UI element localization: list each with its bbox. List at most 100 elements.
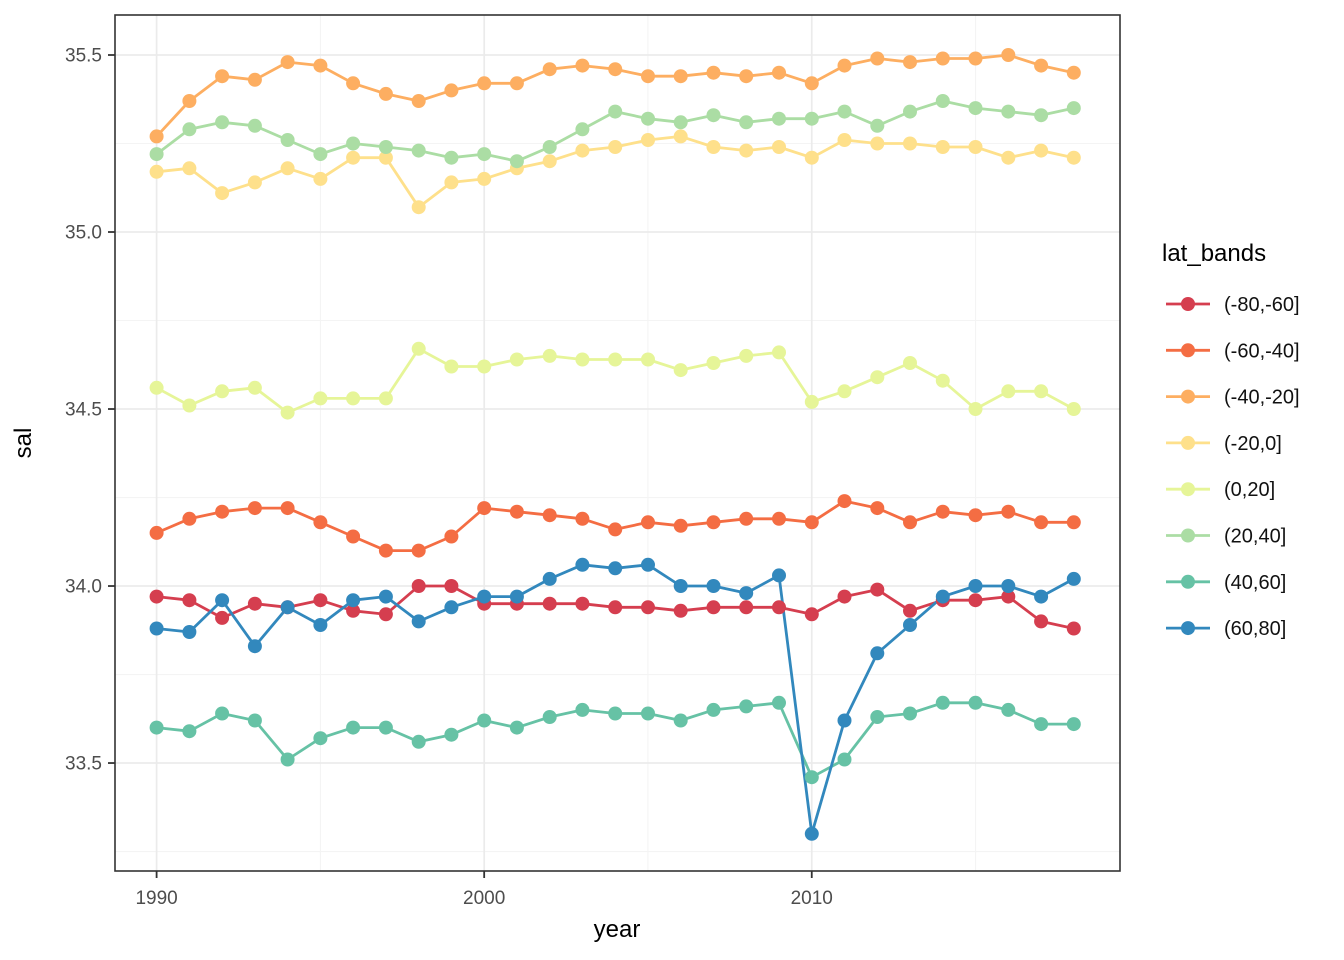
- data-point: [509, 504, 524, 519]
- data-point: [641, 557, 655, 572]
- x-axis-title: year: [594, 916, 641, 943]
- data-point: [542, 154, 557, 169]
- legend: lat_bands (-80,-60] (-60,-40] (-40,-20] (-20…: [1162, 240, 1300, 640]
- data-point: [772, 140, 786, 154]
- data-point: [313, 731, 328, 746]
- data-point: [706, 579, 721, 593]
- data-point: [149, 129, 164, 144]
- data-point: [444, 529, 459, 544]
- legend-key-point: [1181, 435, 1195, 450]
- data-point: [641, 111, 655, 126]
- data-point: [837, 384, 852, 399]
- data-point: [1034, 614, 1049, 629]
- data-point: [247, 639, 262, 654]
- data-point: [378, 720, 393, 735]
- data-point: [804, 607, 819, 622]
- data-point: [1066, 101, 1081, 116]
- data-point: [935, 695, 950, 710]
- data-point: [313, 391, 328, 406]
- data-point: [378, 607, 393, 622]
- x-tick-label: 2000: [463, 888, 505, 909]
- data-point: [837, 713, 852, 728]
- y-tick-label: 34.5: [65, 400, 102, 421]
- data-point: [804, 150, 819, 165]
- data-point: [641, 706, 655, 721]
- data-point: [739, 115, 754, 130]
- data-point: [542, 140, 557, 154]
- panel-border: [114, 14, 1121, 872]
- data-point: [444, 727, 459, 742]
- data-point: [182, 625, 197, 639]
- legend-item-label: (-20,0]: [1224, 433, 1282, 455]
- y-tick-label: 35.5: [65, 46, 102, 67]
- data-point: [706, 108, 721, 123]
- data-point: [739, 69, 754, 84]
- data-point: [149, 621, 164, 636]
- data-point: [542, 571, 557, 586]
- data-point: [509, 720, 524, 735]
- data-point: [1034, 589, 1049, 604]
- data-point: [1066, 65, 1081, 80]
- data-point: [444, 600, 459, 615]
- legend-item-label: (0,20]: [1224, 479, 1275, 501]
- data-point: [477, 501, 492, 516]
- legend-item-label: (-40,-20]: [1224, 387, 1300, 409]
- data-point: [477, 76, 492, 91]
- data-point: [313, 593, 328, 608]
- data-point: [673, 518, 688, 533]
- data-point: [346, 593, 361, 608]
- data-point: [706, 515, 721, 530]
- data-point: [477, 713, 492, 728]
- data-point: [149, 380, 164, 395]
- data-point: [1066, 150, 1081, 165]
- data-point: [509, 352, 524, 367]
- data-point: [772, 568, 786, 583]
- legend-key-point: [1181, 297, 1195, 311]
- data-point: [772, 111, 786, 126]
- data-point: [444, 175, 459, 190]
- data-point: [968, 51, 983, 66]
- data-point: [608, 522, 623, 537]
- data-point: [870, 646, 885, 661]
- data-point: [182, 593, 197, 608]
- data-point: [772, 600, 786, 615]
- data-point: [444, 150, 459, 165]
- data-point: [575, 58, 590, 73]
- data-point: [608, 706, 623, 721]
- data-point: [1034, 515, 1049, 530]
- data-point: [1034, 58, 1049, 73]
- data-point: [280, 405, 295, 420]
- data-point: [215, 186, 230, 201]
- data-point: [739, 143, 754, 158]
- data-point: [641, 515, 655, 530]
- data-point: [1001, 702, 1016, 717]
- data-point: [903, 136, 917, 151]
- data-point: [673, 713, 688, 728]
- data-point: [772, 345, 786, 360]
- data-point: [215, 504, 230, 519]
- x-tick-label: 1990: [135, 888, 177, 909]
- data-point: [608, 561, 623, 576]
- plot-panel: 1990 2000 2010 33.5 34.0 34.5 35.0 35.5: [65, 14, 1121, 909]
- data-point: [870, 370, 885, 385]
- y-tick-label: 34.0: [65, 577, 102, 598]
- data-point: [215, 593, 230, 608]
- data-point: [641, 600, 655, 615]
- data-point: [575, 122, 590, 137]
- data-point: [149, 720, 164, 735]
- data-point: [1001, 150, 1016, 165]
- data-point: [837, 133, 852, 147]
- data-point: [575, 557, 590, 572]
- data-point: [378, 150, 393, 165]
- data-point: [280, 133, 295, 147]
- x-tick-label: 2010: [791, 888, 833, 909]
- data-point: [804, 76, 819, 91]
- data-point: [772, 511, 786, 526]
- data-point: [182, 161, 197, 176]
- data-point: [346, 76, 361, 91]
- data-point: [313, 618, 328, 632]
- data-point: [1034, 108, 1049, 123]
- data-point: [1001, 104, 1016, 119]
- data-point: [542, 710, 557, 724]
- data-point: [641, 352, 655, 367]
